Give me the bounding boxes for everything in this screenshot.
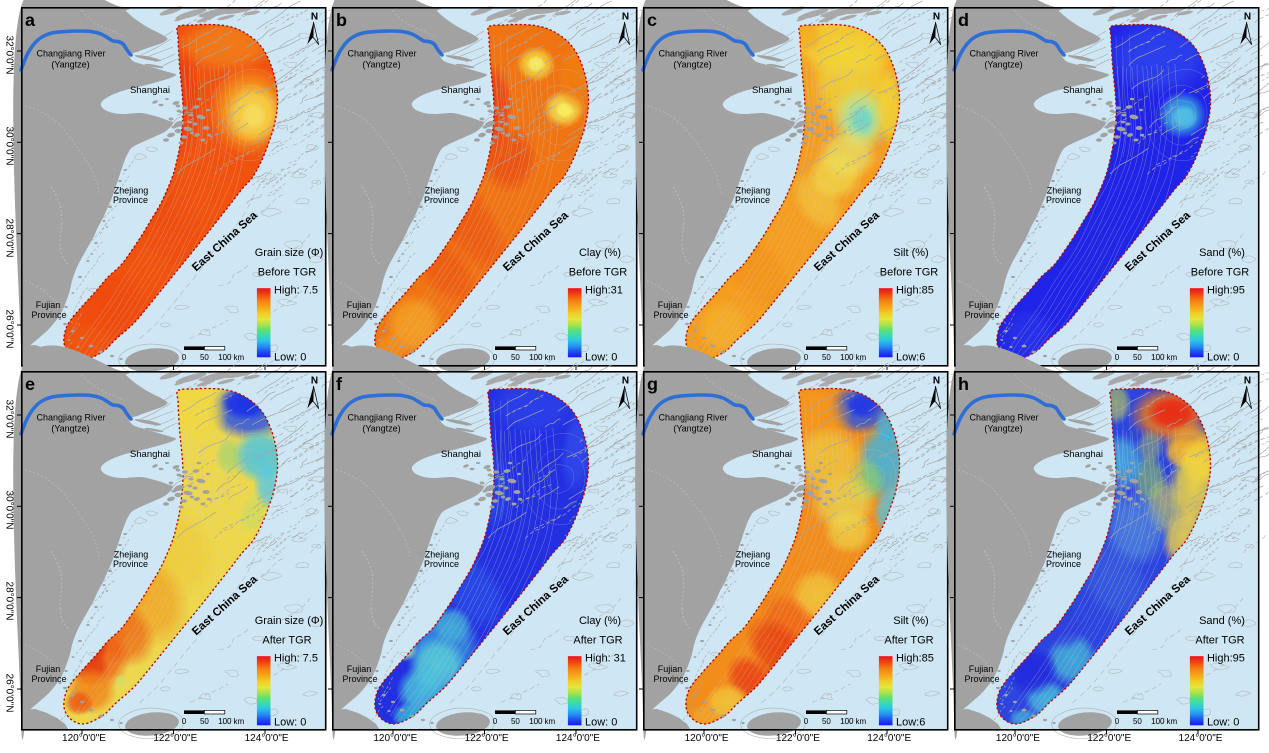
svg-text:Zhejiang: Zhejiang: [425, 549, 459, 559]
svg-text:Shanghai: Shanghai: [129, 449, 169, 460]
svg-text:Province: Province: [342, 674, 377, 684]
svg-text:Shanghai: Shanghai: [1063, 449, 1103, 460]
svg-text:Changjiang River: Changjiang River: [659, 412, 728, 422]
svg-text:Shanghai: Shanghai: [1063, 85, 1103, 96]
svg-text:(Yangtze): (Yangtze): [985, 423, 1023, 433]
svg-text:(Yangtze): (Yangtze): [51, 423, 89, 433]
svg-text:Changjiang River: Changjiang River: [36, 48, 105, 58]
svg-text:Low: 0: Low: 0: [273, 351, 305, 363]
svg-text:Low: 0: Low: 0: [585, 351, 617, 363]
svg-text:Fujian: Fujian: [969, 300, 993, 310]
svg-text:High:31: High:31: [585, 284, 623, 296]
svg-text:Low: 0: Low: 0: [1207, 716, 1239, 728]
svg-text:Low: 0: Low: 0: [273, 716, 305, 728]
svg-text:Zhejiang: Zhejiang: [1047, 185, 1081, 195]
svg-text:Fujian: Fujian: [347, 664, 371, 674]
svg-text:Clay (%): Clay (%): [579, 247, 621, 259]
svg-text:High:95: High:95: [1207, 652, 1245, 664]
svg-text:Silt (%): Silt (%): [893, 615, 928, 627]
svg-text:d: d: [958, 10, 969, 30]
svg-text:(Yangtze): (Yangtze): [51, 59, 89, 69]
svg-text:Province: Province: [424, 559, 459, 569]
svg-text:Low: 0: Low: 0: [585, 716, 617, 728]
svg-text:Fujian: Fujian: [969, 664, 993, 674]
svg-text:e: e: [25, 373, 35, 393]
svg-text:Changjiang River: Changjiang River: [347, 412, 416, 422]
svg-text:(Yangtze): (Yangtze): [673, 59, 711, 69]
svg-text:Shanghai: Shanghai: [129, 85, 169, 96]
svg-text:Province: Province: [654, 310, 689, 320]
svg-text:High: 7.5: High: 7.5: [273, 652, 317, 664]
svg-text:Province: Province: [965, 310, 1000, 320]
svg-text:Sand (%): Sand (%): [1199, 247, 1245, 259]
svg-text:Zhejiang: Zhejiang: [736, 185, 770, 195]
svg-text:Province: Province: [735, 195, 770, 205]
svg-text:Shanghai: Shanghai: [752, 449, 792, 460]
svg-text:Zhejiang: Zhejiang: [1047, 549, 1081, 559]
svg-text:Province: Province: [735, 559, 770, 569]
svg-text:Shanghai: Shanghai: [752, 85, 792, 96]
svg-text:Province: Province: [1046, 195, 1081, 205]
svg-text:Shanghai: Shanghai: [441, 85, 481, 96]
svg-text:Changjiang River: Changjiang River: [347, 48, 416, 58]
svg-text:Fujian: Fujian: [35, 664, 59, 674]
svg-text:Province: Province: [31, 674, 66, 684]
svg-text:Before TGR: Before TGR: [569, 267, 627, 279]
svg-text:Province: Province: [31, 310, 66, 320]
svg-text:High:85: High:85: [896, 652, 934, 664]
svg-text:c: c: [647, 10, 657, 30]
svg-text:Zhejiang: Zhejiang: [736, 549, 770, 559]
svg-text:(Yangtze): (Yangtze): [362, 423, 400, 433]
svg-text:Changjiang River: Changjiang River: [36, 412, 105, 422]
svg-text:Province: Province: [654, 674, 689, 684]
svg-text:After TGR: After TGR: [1196, 634, 1245, 646]
svg-text:Province: Province: [113, 195, 148, 205]
svg-text:f: f: [336, 373, 343, 393]
svg-text:Changjiang River: Changjiang River: [970, 48, 1039, 58]
svg-text:Zhejiang: Zhejiang: [113, 549, 147, 559]
svg-text:(Yangtze): (Yangtze): [985, 59, 1023, 69]
svg-text:Clay (%): Clay (%): [579, 615, 621, 627]
svg-text:Zhejiang: Zhejiang: [425, 185, 459, 195]
svg-text:High:95: High:95: [1207, 284, 1245, 296]
svg-text:Before TGR: Before TGR: [880, 267, 938, 279]
svg-text:(Yangtze): (Yangtze): [362, 59, 400, 69]
svg-text:Province: Province: [965, 674, 1000, 684]
svg-text:Fujian: Fujian: [347, 300, 371, 310]
svg-text:Changjiang River: Changjiang River: [970, 412, 1039, 422]
svg-text:High: 7.5: High: 7.5: [273, 284, 317, 296]
svg-text:Shanghai: Shanghai: [441, 449, 481, 460]
svg-text:After TGR: After TGR: [884, 634, 933, 646]
svg-text:Zhejiang: Zhejiang: [113, 185, 147, 195]
svg-text:Low:6: Low:6: [896, 716, 925, 728]
svg-text:After TGR: After TGR: [262, 634, 311, 646]
svg-text:g: g: [647, 373, 658, 393]
svg-text:h: h: [958, 373, 969, 393]
svg-text:Province: Province: [113, 559, 148, 569]
svg-text:Silt (%): Silt (%): [893, 247, 928, 259]
svg-text:Fujian: Fujian: [658, 300, 682, 310]
svg-text:Before TGR: Before TGR: [1191, 267, 1249, 279]
svg-text:Grain size (Φ): Grain size (Φ): [254, 247, 323, 259]
svg-text:a: a: [25, 10, 36, 30]
svg-text:Province: Province: [424, 195, 459, 205]
svg-text:(Yangtze): (Yangtze): [673, 423, 711, 433]
svg-text:Before TGR: Before TGR: [257, 267, 315, 279]
svg-text:High: 31: High: 31: [585, 652, 626, 664]
svg-text:Low: 0: Low: 0: [1207, 351, 1239, 363]
svg-text:Low:6: Low:6: [896, 351, 925, 363]
svg-text:Province: Province: [342, 310, 377, 320]
svg-text:Sand (%): Sand (%): [1199, 615, 1245, 627]
svg-text:Fujian: Fujian: [658, 664, 682, 674]
svg-text:b: b: [336, 10, 347, 30]
svg-text:Grain size (Φ): Grain size (Φ): [254, 615, 323, 627]
svg-text:High:85: High:85: [896, 284, 934, 296]
svg-text:Changjiang River: Changjiang River: [659, 48, 728, 58]
svg-text:After TGR: After TGR: [573, 634, 622, 646]
svg-text:Fujian: Fujian: [35, 300, 59, 310]
svg-text:Province: Province: [1046, 559, 1081, 569]
